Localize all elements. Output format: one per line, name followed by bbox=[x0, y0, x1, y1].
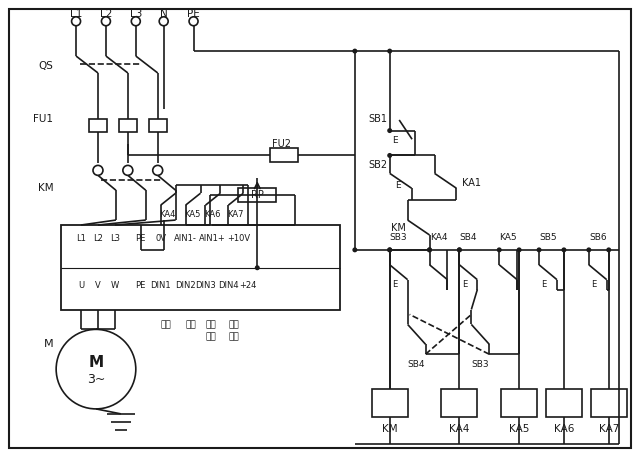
Text: KA6: KA6 bbox=[204, 210, 221, 218]
Bar bbox=[119, 119, 137, 132]
Text: E: E bbox=[392, 136, 397, 145]
Text: 反向: 反向 bbox=[228, 320, 239, 329]
Text: KA5: KA5 bbox=[499, 234, 517, 243]
Circle shape bbox=[353, 48, 357, 53]
Text: SB4: SB4 bbox=[408, 360, 426, 369]
Text: AIN1-: AIN1- bbox=[174, 234, 197, 244]
Text: M: M bbox=[44, 339, 53, 349]
Text: E: E bbox=[591, 280, 596, 289]
Text: N: N bbox=[160, 9, 168, 19]
Text: FU1: FU1 bbox=[33, 114, 53, 124]
Circle shape bbox=[427, 247, 432, 252]
Text: W: W bbox=[111, 281, 119, 290]
Text: 点动: 点动 bbox=[228, 332, 239, 341]
Bar bbox=[372, 389, 408, 417]
Bar bbox=[442, 389, 477, 417]
Circle shape bbox=[561, 247, 566, 252]
Text: PE: PE bbox=[187, 9, 200, 19]
Text: KA1: KA1 bbox=[462, 178, 481, 188]
Text: L1: L1 bbox=[70, 9, 83, 19]
Circle shape bbox=[387, 247, 392, 252]
Text: KM: KM bbox=[382, 424, 397, 434]
Circle shape bbox=[387, 247, 392, 252]
Text: SB4: SB4 bbox=[460, 234, 477, 243]
Text: L2: L2 bbox=[93, 234, 103, 244]
Circle shape bbox=[427, 247, 432, 252]
Text: E: E bbox=[392, 280, 397, 289]
Text: KM: KM bbox=[38, 183, 53, 193]
Circle shape bbox=[536, 247, 541, 252]
Text: L1: L1 bbox=[76, 234, 86, 244]
Text: 点动: 点动 bbox=[205, 332, 216, 341]
Bar bbox=[148, 119, 166, 132]
Text: SB1: SB1 bbox=[369, 114, 388, 124]
Text: KA6: KA6 bbox=[554, 424, 574, 434]
Text: SB5: SB5 bbox=[539, 234, 557, 243]
Text: DIN1: DIN1 bbox=[150, 281, 171, 290]
Text: 0V: 0V bbox=[155, 234, 166, 244]
Text: DIN4: DIN4 bbox=[218, 281, 239, 290]
Text: 反转: 反转 bbox=[185, 320, 196, 329]
Circle shape bbox=[387, 153, 392, 158]
Text: QS: QS bbox=[38, 61, 53, 71]
Bar bbox=[238, 188, 276, 202]
Text: SB3: SB3 bbox=[390, 234, 408, 243]
Text: DIN2: DIN2 bbox=[175, 281, 196, 290]
Text: KA4: KA4 bbox=[159, 210, 176, 218]
Text: KA5: KA5 bbox=[184, 210, 201, 218]
Text: SB2: SB2 bbox=[369, 160, 388, 170]
Text: L2: L2 bbox=[100, 9, 112, 19]
Circle shape bbox=[606, 247, 611, 252]
Text: PE: PE bbox=[136, 281, 146, 290]
Text: KA4: KA4 bbox=[449, 424, 470, 434]
Text: KA4: KA4 bbox=[429, 234, 447, 243]
Circle shape bbox=[255, 265, 260, 270]
Text: FU2: FU2 bbox=[272, 138, 291, 149]
Circle shape bbox=[457, 247, 462, 252]
Text: 3~: 3~ bbox=[87, 372, 105, 386]
Text: 正转: 正转 bbox=[160, 320, 171, 329]
Circle shape bbox=[387, 48, 392, 53]
Text: E: E bbox=[541, 280, 547, 289]
Text: L3: L3 bbox=[110, 234, 120, 244]
Circle shape bbox=[497, 247, 502, 252]
Text: RP: RP bbox=[251, 190, 264, 200]
Text: KA5: KA5 bbox=[509, 424, 529, 434]
Bar bbox=[591, 389, 627, 417]
Text: KA7: KA7 bbox=[227, 210, 244, 218]
Text: M: M bbox=[88, 355, 104, 370]
Circle shape bbox=[387, 128, 392, 133]
Text: U: U bbox=[78, 281, 84, 290]
Text: AIN1+: AIN1+ bbox=[199, 234, 226, 244]
Bar bbox=[546, 389, 582, 417]
Text: V: V bbox=[95, 281, 101, 290]
Text: DIN3: DIN3 bbox=[195, 281, 216, 290]
Text: KA7: KA7 bbox=[598, 424, 619, 434]
Bar bbox=[89, 119, 107, 132]
Text: L3: L3 bbox=[130, 9, 142, 19]
Text: +24: +24 bbox=[239, 281, 257, 290]
Bar bbox=[270, 149, 298, 162]
Text: SB6: SB6 bbox=[589, 234, 607, 243]
Circle shape bbox=[586, 247, 591, 252]
Text: PE: PE bbox=[136, 234, 146, 244]
Text: SB3: SB3 bbox=[472, 360, 489, 369]
Text: 正向: 正向 bbox=[205, 320, 216, 329]
Text: E: E bbox=[395, 181, 401, 190]
Text: +10V: +10V bbox=[227, 234, 250, 244]
Bar bbox=[501, 389, 537, 417]
Circle shape bbox=[457, 247, 462, 252]
Text: E: E bbox=[461, 280, 467, 289]
Text: KM: KM bbox=[391, 223, 406, 233]
Circle shape bbox=[516, 247, 522, 252]
Circle shape bbox=[353, 247, 357, 252]
Bar bbox=[61, 225, 340, 309]
